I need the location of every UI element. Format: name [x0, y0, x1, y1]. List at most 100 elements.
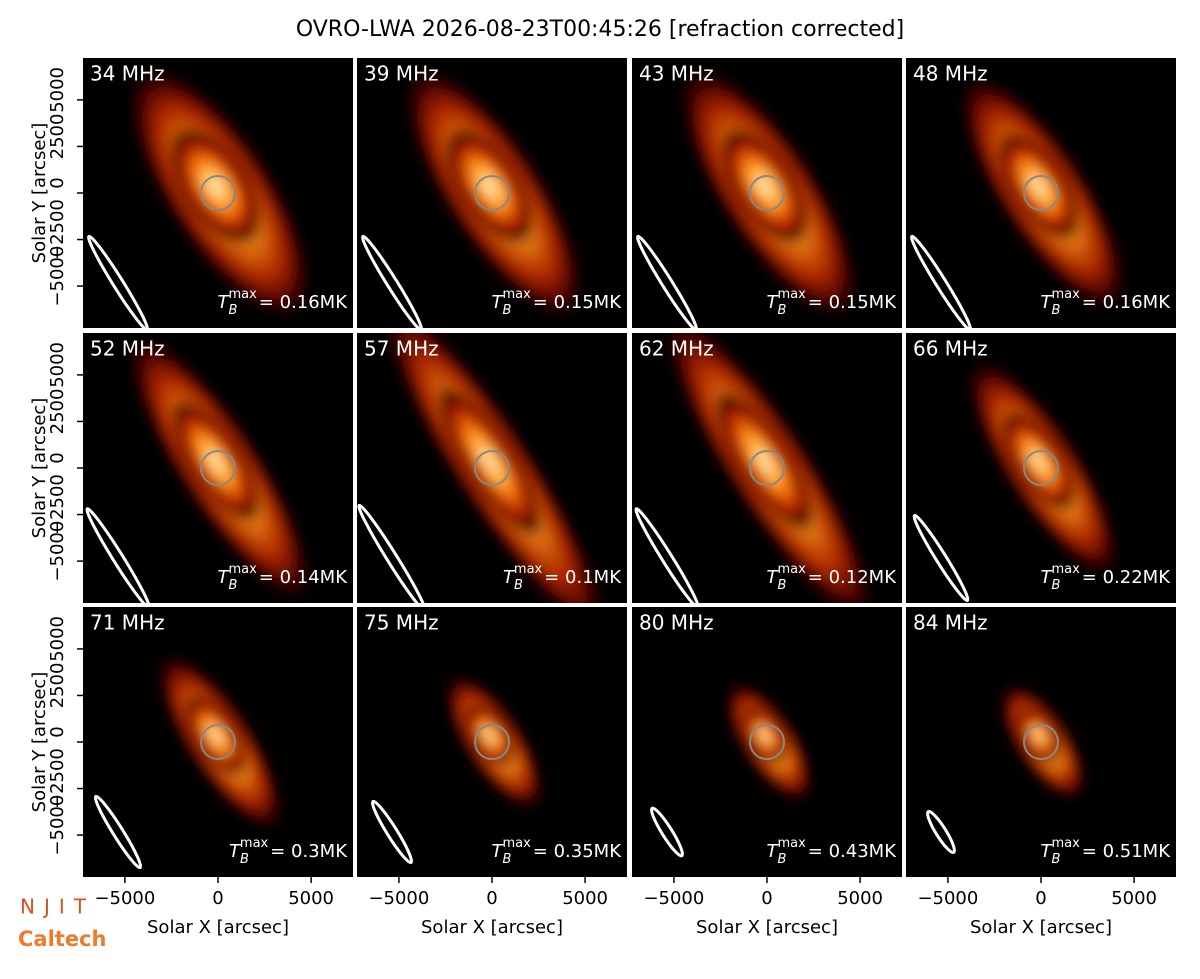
- panel: [357, 607, 627, 877]
- panel: [632, 607, 902, 877]
- tb-value: = 0.15MK: [808, 292, 897, 313]
- tb-sup: max: [1051, 562, 1080, 577]
- solar-disk: [749, 724, 785, 760]
- emission-core: [169, 126, 262, 246]
- tb-sup: max: [502, 287, 531, 302]
- tb-max-label: TBmax = 0.43MK: [767, 836, 898, 867]
- emission: [126, 333, 314, 603]
- emission: [999, 682, 1087, 802]
- beam: [636, 234, 698, 328]
- emission-core: [171, 399, 261, 524]
- emission: [677, 64, 861, 322]
- frequency-label: 39 MHz: [364, 62, 439, 86]
- x-tick-label: 0: [486, 888, 497, 909]
- frequency-label: 52 MHz: [90, 337, 165, 361]
- tb-symbol: T: [1041, 841, 1054, 862]
- tb-sup: max: [240, 836, 269, 851]
- frequency-label: 71 MHz: [90, 611, 165, 635]
- x-tick-label: −5000: [368, 888, 429, 909]
- x-tick-label: 5000: [1111, 888, 1157, 909]
- tb-sub: B: [503, 852, 512, 867]
- emission-core: [445, 127, 535, 246]
- x-tick-label: 0: [212, 888, 223, 909]
- emission: [724, 681, 814, 803]
- tb-max-label: TBmax = 0.15MK: [492, 287, 623, 318]
- emission-core: [997, 131, 1080, 242]
- tb-max-label: TBmax = 0.1MK: [503, 562, 622, 593]
- tb-sub: B: [778, 852, 787, 867]
- solar-disk: [200, 450, 236, 486]
- tb-sup: max: [1051, 836, 1080, 851]
- emission: [965, 357, 1121, 579]
- beam: [370, 799, 414, 865]
- beam: [93, 794, 143, 870]
- y-tick-label: 0: [47, 177, 68, 188]
- emission: [402, 64, 586, 322]
- frequency-label: 57 MHz: [364, 337, 439, 361]
- beam: [85, 507, 151, 603]
- tb-sup: max: [514, 562, 543, 577]
- y-tick-label: −2500: [47, 474, 68, 535]
- tb-max-label: TBmax = 0.35MK: [492, 836, 623, 867]
- tb-sub: B: [503, 303, 512, 318]
- solar-disk: [474, 450, 510, 486]
- frequency-label: 75 MHz: [364, 611, 439, 635]
- y-tick-label: 0: [47, 726, 68, 737]
- beam: [357, 503, 427, 603]
- tb-symbol: T: [767, 841, 780, 862]
- x-axis-label: Solar X [arcsec]: [421, 917, 563, 938]
- y-tick-label: 5000: [47, 342, 68, 388]
- tb-symbol: T: [1041, 292, 1054, 313]
- frequency-label: 80 MHz: [639, 611, 714, 635]
- solar-disk: [474, 175, 510, 211]
- tb-symbol: T: [229, 841, 242, 862]
- panel: [83, 58, 353, 328]
- frequency-label: 48 MHz: [913, 62, 988, 86]
- panel: [632, 333, 902, 603]
- tb-max-label: TBmax = 0.51MK: [1041, 836, 1172, 867]
- emission-core: [464, 703, 515, 768]
- panel: [357, 58, 627, 328]
- tb-symbol: T: [218, 292, 231, 313]
- solar-disk: [749, 175, 785, 211]
- tb-sub: B: [778, 303, 787, 318]
- tb-sup: max: [777, 836, 806, 851]
- tb-sub: B: [240, 852, 249, 867]
- y-tick-label: 5000: [47, 67, 68, 113]
- emission-core: [714, 390, 815, 533]
- solar-disk: [1023, 175, 1059, 211]
- tb-sub: B: [229, 578, 238, 593]
- solar-disk: [200, 724, 236, 760]
- y-tick-label: 2500: [47, 114, 68, 160]
- x-tick-label: 0: [761, 888, 772, 909]
- emission-core: [184, 694, 247, 777]
- tb-sub: B: [229, 303, 238, 318]
- beam: [650, 806, 684, 858]
- frequency-label: 62 MHz: [639, 337, 714, 361]
- x-tick-label: 5000: [837, 888, 883, 909]
- solar-disk: [749, 450, 785, 486]
- tb-symbol: T: [767, 292, 780, 313]
- emission: [380, 333, 608, 603]
- emission: [156, 652, 284, 832]
- tb-symbol: T: [1041, 567, 1054, 588]
- tb-sup: max: [777, 562, 806, 577]
- njit-logo: NJIT: [20, 895, 95, 919]
- tb-max-label: TBmax = 0.3MK: [229, 836, 348, 867]
- panel: [357, 333, 627, 603]
- emission-core: [1001, 410, 1076, 512]
- y-axis-label: Solar Y [arcsec]: [29, 398, 50, 539]
- y-axis-label: Solar Y [arcsec]: [29, 672, 50, 813]
- emission-core: [742, 707, 787, 764]
- beam: [926, 809, 956, 855]
- panel: [906, 607, 1176, 877]
- solar-disk: [200, 175, 236, 211]
- tb-value: = 0.3MK: [270, 841, 348, 862]
- emission: [957, 73, 1129, 313]
- tb-value: = 0.43MK: [808, 841, 897, 862]
- panel: [632, 58, 902, 328]
- y-tick-label: 2500: [47, 663, 68, 709]
- tb-value: = 0.1MK: [544, 567, 622, 588]
- tb-value: = 0.35MK: [533, 841, 622, 862]
- solar-disk: [474, 724, 510, 760]
